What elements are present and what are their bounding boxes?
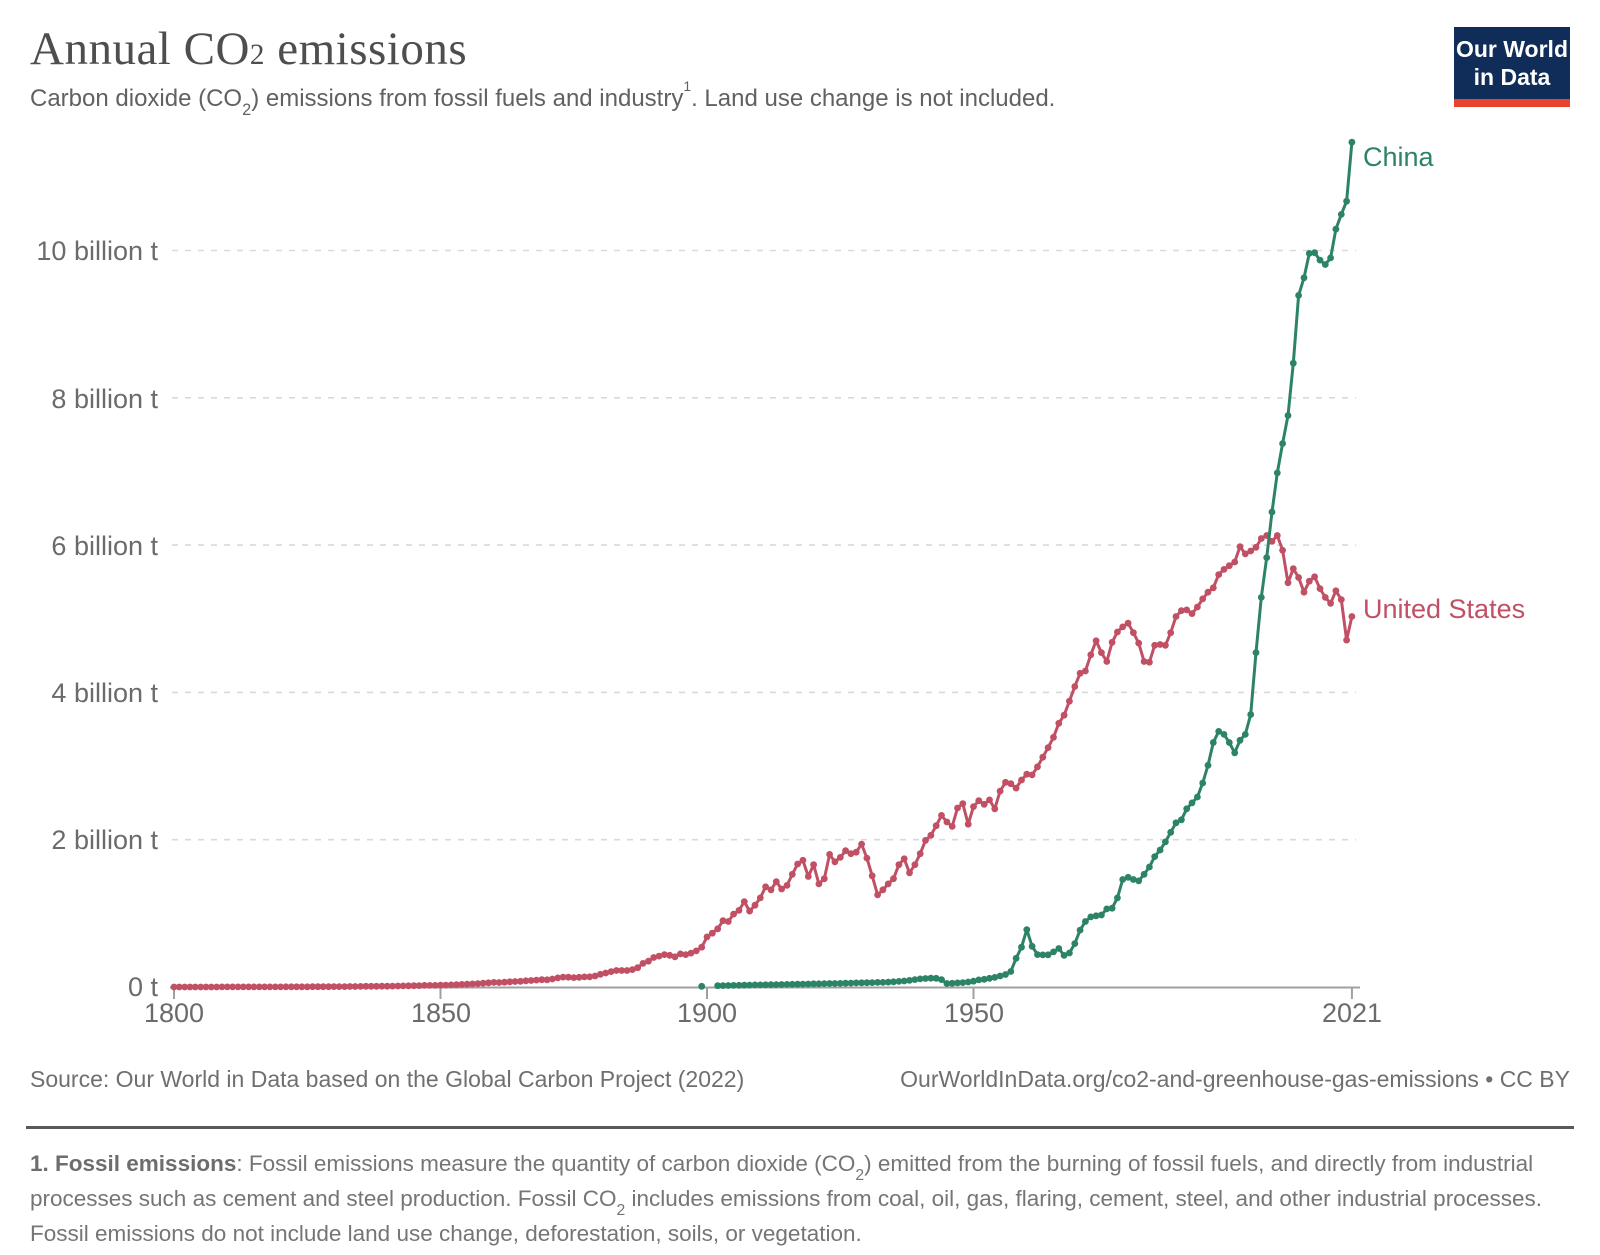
x-tick-1950: 1950 bbox=[943, 998, 1005, 1028]
owid-logo[interactable]: Our World in Data bbox=[1454, 27, 1570, 107]
y-tick-10: 10 billion t bbox=[36, 236, 158, 266]
y-tick-0: 0 t bbox=[127, 972, 158, 1002]
source-url: OurWorldInData.org/co2-and-greenhouse-ga… bbox=[900, 1066, 1570, 1092]
footer-divider bbox=[26, 1126, 1574, 1129]
x-tick-2021: 2021 bbox=[1321, 998, 1383, 1028]
chart-subtitle: Carbon dioxide (CO2) emissions from foss… bbox=[30, 78, 1056, 119]
series-label-united-states: United States bbox=[1363, 594, 1526, 624]
title-co2-subscript: 2 bbox=[249, 39, 265, 71]
series-label-china: China bbox=[1363, 142, 1434, 172]
footer-source-row: Source: Our World in Data based on the G… bbox=[30, 1066, 1570, 1093]
x-tick-1800: 1800 bbox=[143, 998, 205, 1028]
y-tick-4: 4 billion t bbox=[51, 678, 158, 708]
y-tick-6: 6 billion t bbox=[51, 531, 158, 561]
y-tick-2: 2 billion t bbox=[51, 825, 158, 855]
source-text: Source: Our World in Data based on the G… bbox=[30, 1066, 745, 1092]
x-tick-1850: 1850 bbox=[410, 998, 472, 1028]
x-tick-1900: 1900 bbox=[676, 998, 738, 1028]
y-tick-8: 8 billion t bbox=[51, 384, 158, 414]
footnote-marker: 1 bbox=[683, 78, 692, 94]
owid-logo-text: Our World in Data bbox=[1455, 35, 1568, 90]
page-title: Annual CO2 emissions bbox=[30, 23, 468, 75]
footnote-text: 1. Fossil emissions: Fossil emissions me… bbox=[30, 1151, 1542, 1247]
